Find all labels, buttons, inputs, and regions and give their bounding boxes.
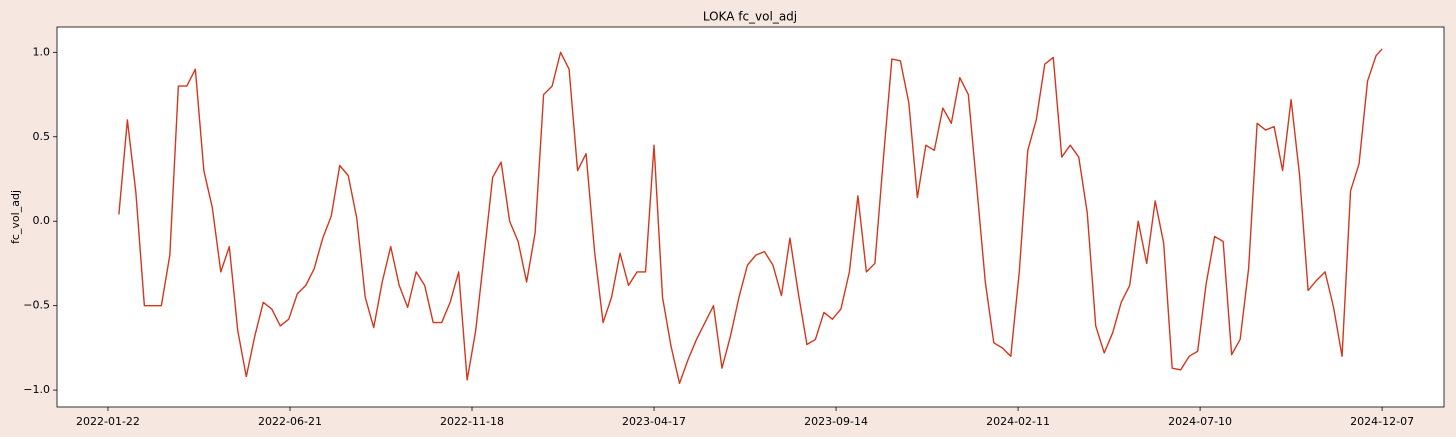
x-tick-label: 2024-02-11	[986, 415, 1050, 428]
x-tick-label: 2022-06-21	[258, 415, 322, 428]
y-tick-label: 0.5	[33, 130, 51, 143]
plot-layer: −1.0 −0.5 0.0 0.5 1.0 2022-01-22 2022-06-21 202…	[23, 45, 1414, 428]
x-tick-label: 2024-07-10	[1168, 415, 1232, 428]
chart-title: LOKA fc_vol_adj	[703, 10, 797, 24]
x-tick-label: 2024-12-07	[1350, 415, 1414, 428]
x-tick-label: 2023-09-14	[804, 415, 868, 428]
y-tick-label: −1.0	[23, 383, 50, 396]
y-tick-label: 0.0	[33, 214, 51, 227]
x-tick-label: 2022-01-22	[76, 415, 140, 428]
y-tick-label: 1.0	[33, 45, 51, 58]
x-tick-label: 2022-11-18	[440, 415, 504, 428]
y-axis-label: fc_vol_adj	[9, 190, 22, 244]
data-line	[118, 48, 1383, 385]
x-tick-label: 2023-04-17	[622, 415, 686, 428]
plot-frame	[56, 26, 1445, 408]
plot-area	[57, 27, 1444, 407]
y-tick-label: −0.5	[23, 299, 50, 312]
